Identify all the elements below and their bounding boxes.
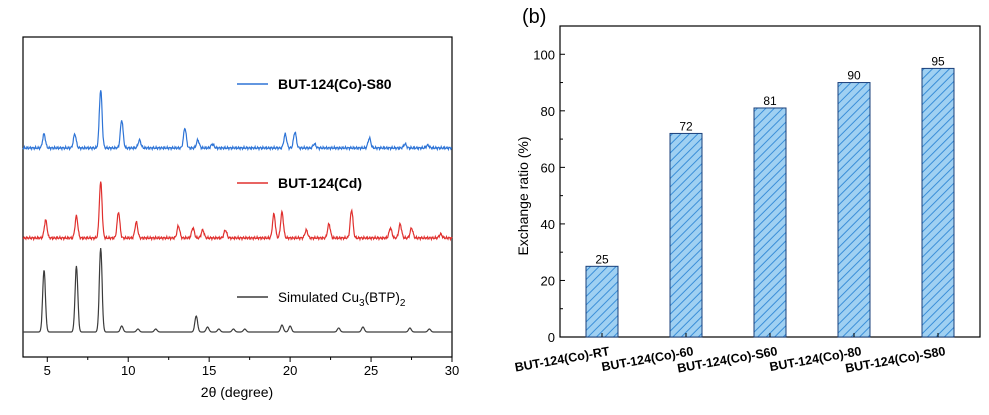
bar-y-tick-label-60: 60 bbox=[541, 160, 555, 175]
legend-label-simulated-sub2: 2 bbox=[400, 298, 406, 309]
xrd-trace-simulated bbox=[23, 247, 452, 333]
bar-1 bbox=[585, 265, 619, 338]
legend-item-simulated: Simulated Cu3(BTP)2 bbox=[237, 290, 406, 309]
xrd-x-ticks: 5 10 15 20 25 30 bbox=[44, 357, 459, 378]
bar-x-tick-label-1: BUT-124(Co)-RT bbox=[514, 344, 611, 374]
bar-data-label-3: 81 bbox=[763, 94, 777, 108]
legend-label-simulated-mid: (BTP) bbox=[365, 290, 400, 305]
legend-label-co-s80: BUT-124(Co)-S80 bbox=[278, 76, 392, 92]
xrd-x-tick-label-15: 15 bbox=[202, 363, 216, 378]
bar-data-label-4: 90 bbox=[847, 69, 861, 83]
xrd-x-axis-label: 2θ (degree) bbox=[201, 384, 273, 400]
bar-2 bbox=[669, 132, 703, 338]
bar-data-label-5: 95 bbox=[931, 54, 945, 68]
xrd-x-tick-label-20: 20 bbox=[283, 363, 297, 378]
bar-data-label-2: 72 bbox=[679, 119, 693, 133]
bar-data-label-1: 25 bbox=[595, 252, 609, 266]
legend-item-co-s80: BUT-124(Co)-S80 bbox=[237, 76, 392, 92]
legend-label-simulated: Simulated Cu3(BTP)2 bbox=[278, 290, 406, 309]
bar-y-tick-label-100: 100 bbox=[533, 47, 555, 62]
bar-3 bbox=[753, 107, 787, 338]
bar-5 bbox=[921, 67, 955, 338]
xrd-x-tick-label-5: 5 bbox=[44, 363, 51, 378]
xrd-x-tick-label-30: 30 bbox=[445, 363, 459, 378]
bar-4 bbox=[837, 82, 871, 338]
legend-item-cd: BUT-124(Cd) bbox=[237, 175, 362, 191]
bar-y-tick-label-20: 20 bbox=[541, 273, 555, 288]
xrd-trace-co-s80 bbox=[22, 90, 453, 152]
xrd-chart: 5 10 15 20 25 30 BUT-124(Co)-S80 BUT-124(Cd) … bbox=[22, 36, 459, 400]
bar-series: 25 72 81 90 95 bbox=[585, 54, 955, 338]
panel-label-b: (b) bbox=[522, 6, 546, 28]
legend-label-cd: BUT-124(Cd) bbox=[278, 175, 362, 191]
bar-y-axis-label: Exchange ratio (%) bbox=[515, 136, 531, 255]
bar-y-tick-label-80: 80 bbox=[541, 104, 555, 119]
legend-label-simulated-sub1: 3 bbox=[359, 298, 365, 309]
xrd-trace-cd bbox=[22, 181, 453, 242]
bar-y-tick-label-40: 40 bbox=[541, 217, 555, 232]
xrd-plot-frame bbox=[22, 36, 453, 358]
xrd-traces bbox=[22, 90, 453, 333]
exchange-ratio-chart: (b) Exchange ratio (%) 0 20 40 60 80 100 25 72… bbox=[514, 6, 981, 376]
bar-y-ticks: 0 20 40 60 80 100 bbox=[533, 47, 565, 345]
bar-x-tick-labels: BUT-124(Co)-RTBUT-124(Co)-60BUT-124(Co)-… bbox=[514, 333, 947, 376]
bar-y-tick-label-0: 0 bbox=[548, 330, 555, 345]
xrd-x-tick-label-10: 10 bbox=[121, 363, 135, 378]
xrd-x-tick-label-25: 25 bbox=[364, 363, 378, 378]
legend-label-simulated-main: Simulated Cu bbox=[278, 290, 359, 305]
